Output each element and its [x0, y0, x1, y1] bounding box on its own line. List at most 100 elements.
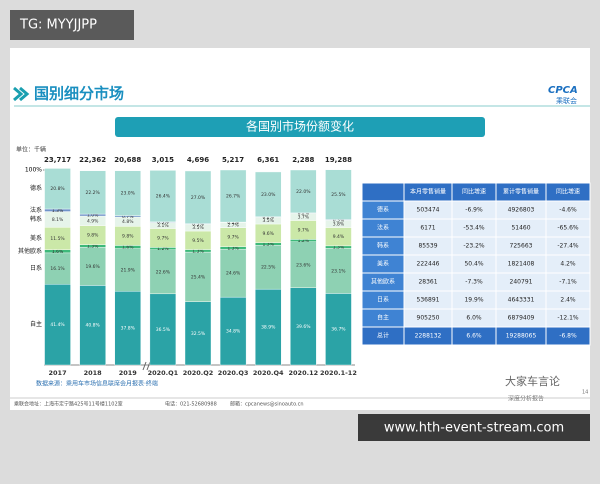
value-label: 4.9% [87, 218, 99, 224]
value-label: 23.6% [296, 262, 311, 268]
value-label: 20.8% [50, 186, 65, 192]
x-tick-label: 2020.Q2 [183, 369, 214, 377]
report: 深度分析报告 [508, 395, 544, 403]
legend-label: 自主 [30, 320, 42, 328]
value-label: 21.9% [121, 267, 136, 273]
table-text: 2288132 [415, 333, 442, 340]
value-label: 23.0% [121, 191, 136, 197]
chart-title: 各国别市场份额变化 [246, 119, 354, 134]
table-cell [362, 183, 404, 201]
value-label: 22.6% [156, 269, 171, 275]
table-text: 总计 [377, 332, 389, 340]
table-text: 法系 [377, 224, 389, 232]
table-text: 4926803 [508, 207, 535, 214]
value-label: 24.6% [226, 271, 241, 277]
value-label: 9.6% [263, 231, 275, 237]
value-label: 25.4% [191, 274, 206, 280]
table-text: 6.6% [466, 333, 482, 340]
table-header: 本月零售销量 [410, 188, 446, 196]
value-label: 36.7% [331, 327, 346, 333]
table-text: 536891 [417, 297, 440, 304]
x-tick-label: 2020.Q3 [218, 369, 249, 377]
value-label: 22.5% [261, 265, 276, 271]
legend-label: 德系 [30, 184, 42, 192]
footer-phone: 电话：021-52680988 [165, 401, 217, 408]
value-label: 41.4% [50, 322, 65, 328]
table-text: 50.4% [464, 261, 483, 268]
value-label: 19.6% [86, 264, 101, 270]
total-label: 4,696 [187, 156, 209, 164]
page-number: 14 [582, 390, 588, 396]
table-text: -12.1% [557, 315, 579, 322]
table-text: -4.6% [559, 207, 577, 214]
table-text: 自主 [377, 314, 389, 322]
value-label: 34.8% [226, 329, 241, 335]
table-text: 19288065 [506, 333, 537, 340]
value-label: 26.4% [156, 194, 171, 200]
table-text: 85539 [418, 243, 437, 250]
value-label: 9.8% [87, 233, 99, 239]
value-label: 23.0% [261, 192, 276, 198]
total-label: 19,288 [325, 156, 352, 164]
value-label: 9.5% [192, 238, 204, 244]
total-label: 6,361 [257, 156, 279, 164]
table-header: 同比增速 [556, 188, 580, 196]
value-label: 8.1% [52, 217, 64, 223]
x-tick-label: 2020.1-12 [320, 369, 357, 377]
table-text: 美系 [377, 260, 389, 268]
table-text: 905250 [417, 315, 440, 322]
value-label: 38.9% [261, 325, 276, 331]
legend-label: 法系 [30, 206, 42, 214]
value-label: 39.6% [296, 324, 311, 330]
table-text: 19.9% [464, 297, 483, 304]
value-label: 26.7% [226, 194, 241, 200]
table-text: 6171 [420, 225, 435, 232]
brand: 大家车言论 [505, 374, 560, 388]
total-label: 3,015 [152, 156, 174, 164]
value-label: 16.1% [50, 266, 65, 272]
total-label: 20,688 [114, 156, 141, 164]
total-label: 5,217 [222, 156, 244, 164]
table-text: 6.0% [466, 315, 482, 322]
tag: TG: MYYJJPP [19, 18, 97, 33]
total-label: 23,717 [44, 156, 71, 164]
legend-label: 美系 [30, 234, 42, 242]
value-label: 22.0% [296, 189, 311, 195]
table-text: 28361 [418, 279, 437, 286]
table-text: -27.4% [557, 243, 579, 250]
x-tick-label: 2020.Q4 [253, 369, 284, 377]
value-label: 37.8% [121, 326, 136, 332]
value-label: 22.2% [86, 190, 101, 196]
value-label: 9.8% [122, 233, 134, 239]
value-label: 25.5% [331, 192, 346, 198]
table-text: 德系 [377, 206, 389, 214]
logo: CPCA [548, 85, 578, 96]
table-header: 累计零售销量 [503, 188, 539, 196]
table-text: 6879409 [508, 315, 535, 322]
table-text: 222446 [417, 261, 440, 268]
total-label: 2,288 [292, 156, 314, 164]
table-text: -7.1% [559, 279, 577, 286]
table-text: -6.8% [559, 333, 577, 340]
slide-title: 国别细分市场 [34, 85, 124, 103]
table-text: 韩系 [377, 242, 389, 250]
table-text: 4.2% [560, 261, 576, 268]
footer-address: 乘联会地址：上海市定宁路425号11号楼1102室 [14, 401, 123, 408]
total-label: 22,362 [79, 156, 106, 164]
value-label: 11.5% [50, 236, 65, 242]
unit: 单位：千辆 [16, 146, 46, 154]
value-label: 27.0% [191, 195, 206, 201]
x-tick-label: 2020.Q1 [148, 369, 179, 377]
x-tick-label: 2019 [119, 369, 138, 377]
table-text: 240791 [510, 279, 533, 286]
legend-label: 其他欧系 [18, 247, 42, 255]
table-text: 4643331 [508, 297, 535, 304]
table-text: 51460 [511, 225, 530, 232]
value-label: 9.4% [333, 234, 345, 240]
legend-label: 韩系 [30, 215, 42, 223]
value-label: 9.7% [157, 235, 169, 241]
table-text: -23.2% [463, 243, 485, 250]
table-text: 1821408 [508, 261, 535, 268]
x-tick-label: 2017 [49, 369, 67, 377]
value-label: 9.7% [227, 235, 239, 241]
